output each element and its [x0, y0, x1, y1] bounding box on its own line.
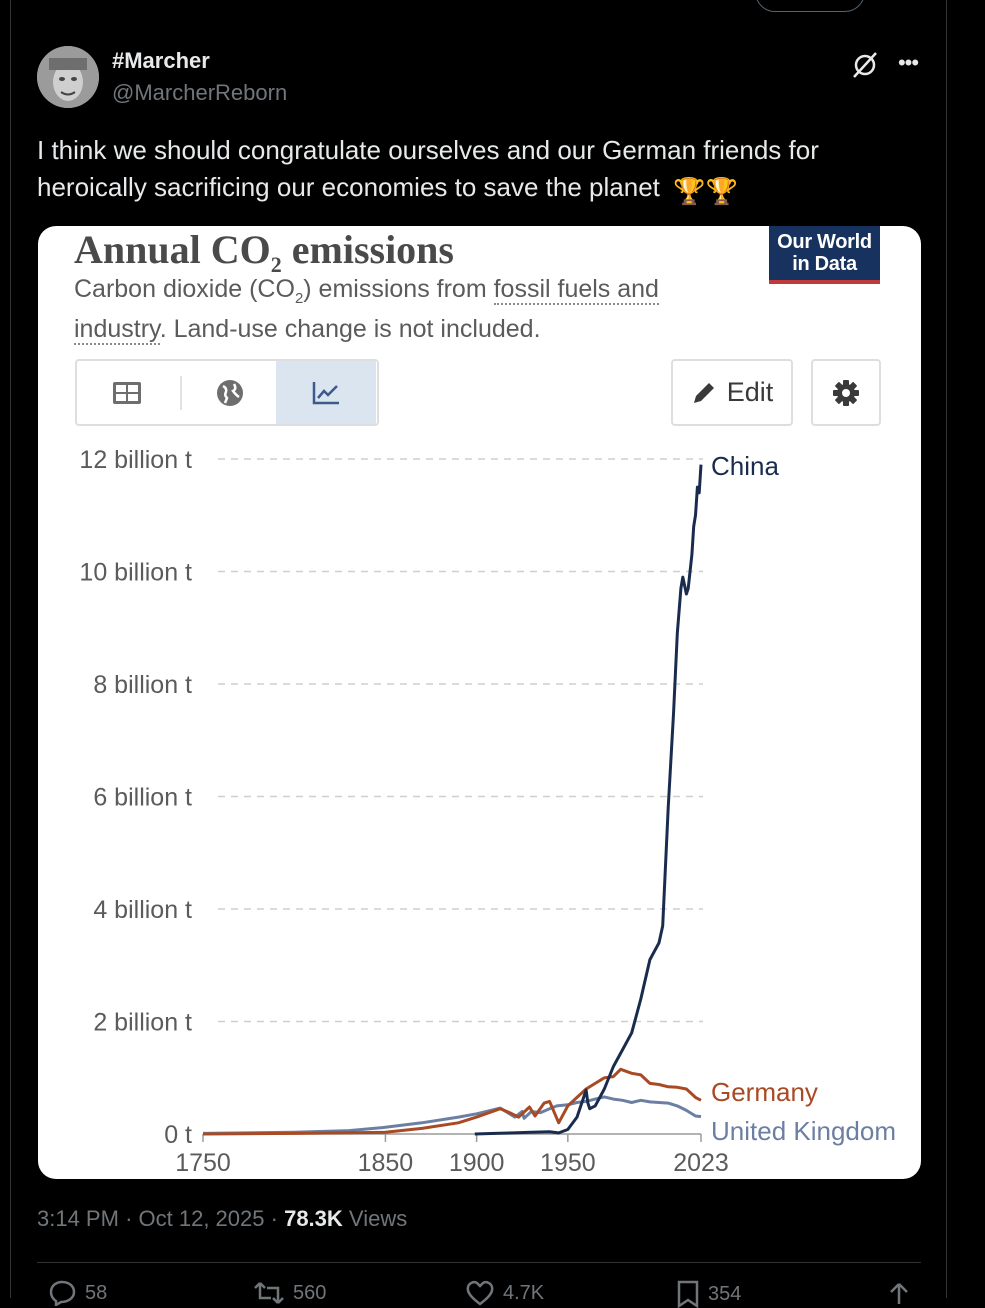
fossil-fuels-link: fossil fuels and industry — [74, 275, 659, 345]
y-tick-label: 8 billion t — [93, 671, 192, 699]
y-tick-label: 6 billion t — [93, 784, 192, 812]
tab-divider — [180, 376, 182, 410]
x-tick-label: 1900 — [449, 1149, 505, 1177]
chart-title: Annual CO2 emissions — [74, 227, 454, 277]
follow-button[interactable] — [755, 0, 865, 12]
views-count: 78.3K — [284, 1206, 343, 1231]
settings-button[interactable] — [811, 359, 881, 426]
repost-icon — [254, 1282, 284, 1304]
display-name[interactable]: #Marcher — [112, 48, 210, 73]
y-tick-label: 2 billion t — [93, 1009, 192, 1037]
actions-divider — [37, 1262, 921, 1263]
post-text: I think we should congratulate ourselves… — [37, 132, 917, 210]
repost-button[interactable]: 560 — [253, 1280, 326, 1306]
reply-count: 58 — [85, 1281, 108, 1304]
share-button[interactable] — [887, 1280, 911, 1308]
bookmark-count: 354 — [708, 1282, 742, 1305]
series-line-china — [474, 464, 703, 1136]
timeline-left-border — [10, 0, 11, 1298]
series-label-germany: Germany — [711, 1077, 818, 1107]
share-icon — [890, 1283, 908, 1304]
repost-count: 560 — [293, 1281, 327, 1304]
map-view-tab[interactable] — [180, 361, 280, 424]
series-line-germany — [202, 1067, 702, 1136]
more-options-icon[interactable]: ••• — [897, 50, 919, 75]
chart-view-tab[interactable] — [276, 361, 376, 424]
y-tick-label: 0 t — [164, 1121, 192, 1149]
gear-icon — [833, 379, 859, 406]
table-icon — [113, 381, 141, 404]
reply-button[interactable]: 58 — [47, 1280, 107, 1306]
reply-icon — [49, 1280, 76, 1306]
grok-icon[interactable] — [850, 50, 880, 80]
views-label: Views — [348, 1206, 408, 1231]
line-chart-icon — [312, 381, 339, 404]
globe-icon — [217, 379, 243, 406]
co2-line-chart: 0 t 2 billion t 4 billion t 6 billion t 8 bi… — [79, 446, 896, 1177]
post-time[interactable]: 3:14 PM — [37, 1206, 119, 1231]
user-handle[interactable]: @MarcherReborn — [112, 80, 288, 105]
trophy-icon: 🏆🏆 — [673, 176, 738, 206]
y-tick-label: 4 billion t — [93, 896, 192, 924]
series-label-united-kingdom: United Kingdom — [711, 1116, 896, 1146]
x-tick-label: 1750 — [175, 1149, 231, 1177]
like-button[interactable]: 4.7K — [465, 1280, 544, 1306]
owid-logo: Our World in Data — [769, 226, 880, 284]
post-date[interactable]: Oct 12, 2025 — [138, 1206, 265, 1231]
post-media-image[interactable]: Annual CO2 emissions Carbon dioxide (CO2… — [38, 226, 921, 1179]
series-line-united-kingdom — [202, 1095, 702, 1135]
bookmark-icon — [677, 1280, 699, 1308]
post-body: I think we should congratulate ourselves… — [37, 135, 819, 202]
x-tick-label: 2023 — [673, 1149, 729, 1177]
edit-label: Edit — [726, 377, 774, 407]
table-view-tab[interactable] — [77, 361, 177, 424]
avatar[interactable] — [37, 46, 99, 108]
edit-button[interactable]: Edit — [671, 359, 793, 426]
post-meta: 3:14 PM · Oct 12, 2025 · 78.3K Views — [37, 1206, 408, 1231]
y-tick-label: 12 billion t — [79, 446, 192, 474]
series-label-china: China — [711, 451, 779, 481]
timeline-right-border — [946, 0, 947, 1298]
x-tick-label: 1950 — [540, 1149, 596, 1177]
trophy-emoji: 🏆🏆 — [673, 173, 738, 210]
heart-icon — [466, 1280, 494, 1306]
like-count: 4.7K — [503, 1281, 545, 1304]
x-tick-label: 1850 — [358, 1149, 414, 1177]
pencil-icon — [693, 382, 714, 403]
y-tick-label: 10 billion t — [79, 559, 192, 587]
bookmark-button[interactable]: 354 — [676, 1280, 741, 1308]
chart-subtitle: Carbon dioxide (CO2) emissions from foss… — [74, 275, 659, 345]
chart-view-tabs — [75, 359, 379, 426]
